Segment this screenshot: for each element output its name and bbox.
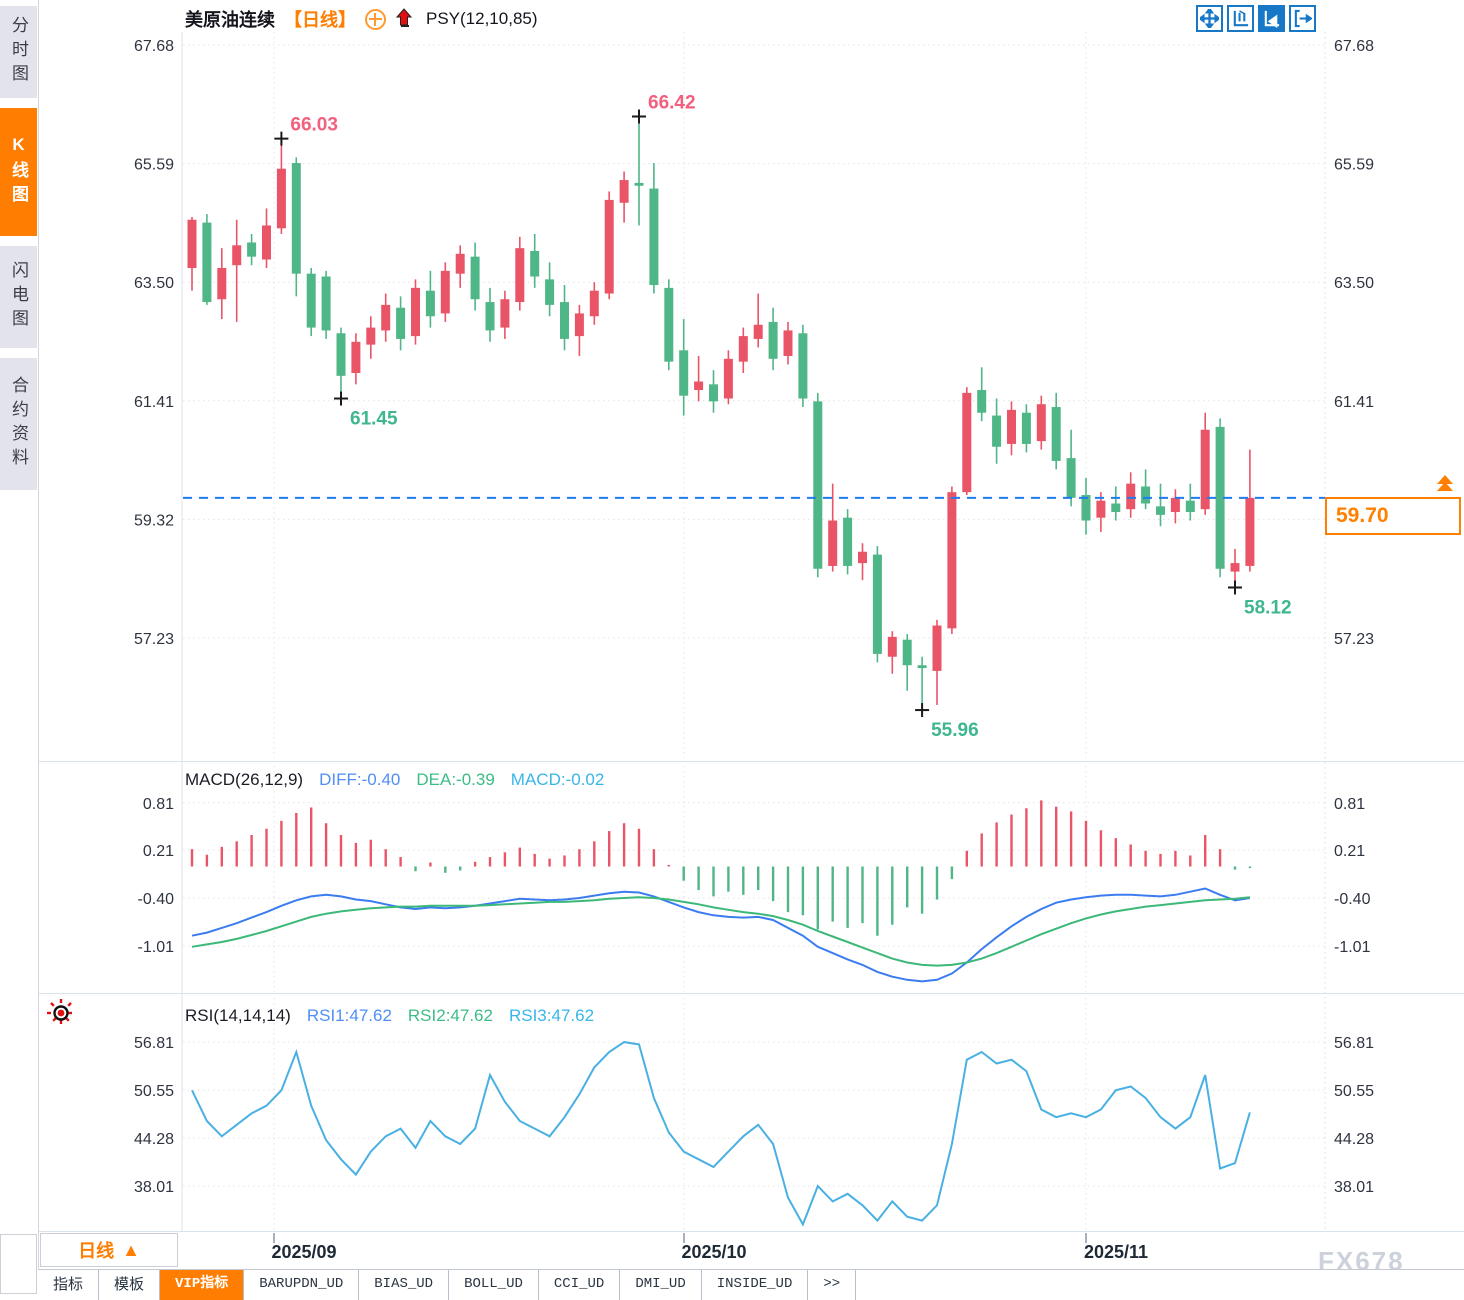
svg-text:61.41: 61.41 [134,394,174,411]
chart-zoom-icon[interactable] [1258,5,1285,32]
macd-diff-value: DIFF:-0.40 [319,770,401,789]
svg-text:0.21: 0.21 [143,843,174,860]
left-sidebar: 分时图 K线图闪电图合约资料 [0,0,39,1300]
panel-separator [38,993,1464,994]
svg-text:66.03: 66.03 [290,115,338,136]
chart-toolbar [1196,5,1316,32]
bottom-tab-9[interactable]: INSIDE_UD [702,1270,809,1300]
svg-text:0.81: 0.81 [143,796,174,813]
svg-text:65.59: 65.59 [134,157,174,174]
pan-crosshair-icon[interactable] [1196,5,1223,32]
bottom-tab-4[interactable]: BARUPDN_UD [244,1270,360,1300]
svg-text:61.41: 61.41 [1334,394,1374,411]
svg-text:65.59: 65.59 [1334,157,1374,174]
panel-separator [38,761,1464,762]
svg-text:63.50: 63.50 [1334,275,1374,292]
current-price-value: 59.70 [1336,504,1389,527]
chart-header: 美原油连续 【日线】 PSY(12,10,85) [185,6,538,32]
svg-text:57.23: 57.23 [1334,631,1374,648]
period-selector-button[interactable]: 日线 ▲ [40,1233,178,1267]
x-axis-labels: 2025/09 2025/10 2025/11 [271,1233,1148,1262]
rsi2-value: RSI2:47.62 [407,1006,493,1025]
sidebar-item-3[interactable]: 闪电图 [0,246,37,348]
svg-text:59.32: 59.32 [134,512,174,529]
macd-panel [190,800,1252,983]
psy-up-arrow-icon[interactable] [395,8,413,30]
symbol-title: 美原油连续 [185,10,275,30]
sun-icon[interactable] [44,996,78,1035]
bottom-tab-5[interactable]: BIAS_UD [359,1270,450,1300]
macd-name[interactable]: MACD(26,12,9) [185,770,304,789]
extreme-markers: 66.03 66.42 61.45 55.96 58.12 [274,92,1292,741]
corner-box [0,1234,37,1294]
shift-right-icon[interactable] [1289,5,1316,32]
axis-labels: 67.68 67.68 65.59 65.59 63.50 63.50 61.41 61.41… [134,38,1374,1196]
svg-text:2025/10: 2025/10 [681,1242,746,1262]
svg-text:50.55: 50.55 [1334,1083,1374,1100]
svg-text:38.01: 38.01 [134,1179,174,1196]
svg-text:-0.40: -0.40 [1334,891,1371,908]
svg-text:67.68: 67.68 [134,38,174,55]
svg-text:38.01: 38.01 [1334,1179,1374,1196]
svg-text:58.12: 58.12 [1244,597,1292,618]
macd-dea-value: DEA:-0.39 [416,770,495,789]
bottom-tab-8[interactable]: DMI_UD [620,1270,702,1300]
svg-text:66.42: 66.42 [648,92,696,113]
rsi-panel-header: RSI(14,14,14) RSI1:47.62 RSI2:47.62 RSI3… [185,1006,594,1026]
panel-separator [38,1231,1464,1232]
svg-text:63.50: 63.50 [134,275,174,292]
indicator-label[interactable]: PSY(12,10,85) [426,9,538,28]
svg-text:56.81: 56.81 [134,1035,174,1052]
svg-text:0.81: 0.81 [1334,796,1365,813]
current-price-box[interactable]: 59.70 [1325,497,1461,535]
bottom-tab-6[interactable]: BOLL_UD [449,1270,539,1300]
macd-macd-value: MACD:-0.02 [510,770,605,789]
svg-text:2025/11: 2025/11 [1084,1242,1148,1262]
indicator-tab-bar: 指标 模板 VIP指标 BARUPDN_UD BIAS_UD BOLL_UD CCI_UD D… [38,1269,1464,1300]
period-tag[interactable]: 【日线】 [284,10,356,30]
svg-text:57.23: 57.23 [134,631,174,648]
price-up-arrows-icon [1437,475,1453,491]
svg-text:44.28: 44.28 [1334,1131,1374,1148]
add-indicator-icon[interactable] [365,8,386,30]
svg-text:56.81: 56.81 [1334,1035,1374,1052]
rsi-line [191,1041,1251,1227]
bottom-tab-7[interactable]: CCI_UD [539,1270,621,1300]
rsi1-value: RSI1:47.62 [306,1006,392,1025]
svg-text:50.55: 50.55 [134,1083,174,1100]
svg-text:44.28: 44.28 [134,1131,174,1148]
svg-text:-0.40: -0.40 [138,891,175,908]
period-dropdown-arrow-icon: ▲ [122,1239,140,1260]
svg-text:0.21: 0.21 [1334,843,1365,860]
bottom-tab-1[interactable]: 指标 [38,1270,100,1300]
bottom-tab-10[interactable]: >> [808,1270,857,1300]
macd-panel-header: MACD(26,12,9) DIFF:-0.40 DEA:-0.39 MACD:… [185,770,604,790]
svg-text:-1.01: -1.01 [138,939,175,956]
macd-dea-line [191,896,1251,967]
axis-zoom-icon[interactable] [1227,5,1254,32]
macd-diff-line [191,887,1251,983]
sidebar-item-2[interactable]: K线图 [0,108,37,236]
bottom-tab-3[interactable]: VIP指标 [160,1270,245,1300]
rsi-name[interactable]: RSI(14,14,14) [185,1006,291,1025]
sidebar-item-1[interactable]: 分时图 [0,6,37,98]
candlestick-series [187,116,1255,711]
svg-text:2025/09: 2025/09 [271,1242,336,1262]
sidebar-item-4[interactable]: 合约资料 [0,358,37,490]
bottom-tab-2[interactable]: 模板 [99,1270,161,1300]
svg-text:55.96: 55.96 [931,720,979,741]
svg-text:61.45: 61.45 [350,409,398,430]
gridlines [181,32,1326,1232]
period-label: 日线 [78,1241,115,1261]
svg-text:67.68: 67.68 [1334,38,1374,55]
svg-text:-1.01: -1.01 [1334,939,1371,956]
rsi3-value: RSI3:47.62 [508,1006,595,1025]
